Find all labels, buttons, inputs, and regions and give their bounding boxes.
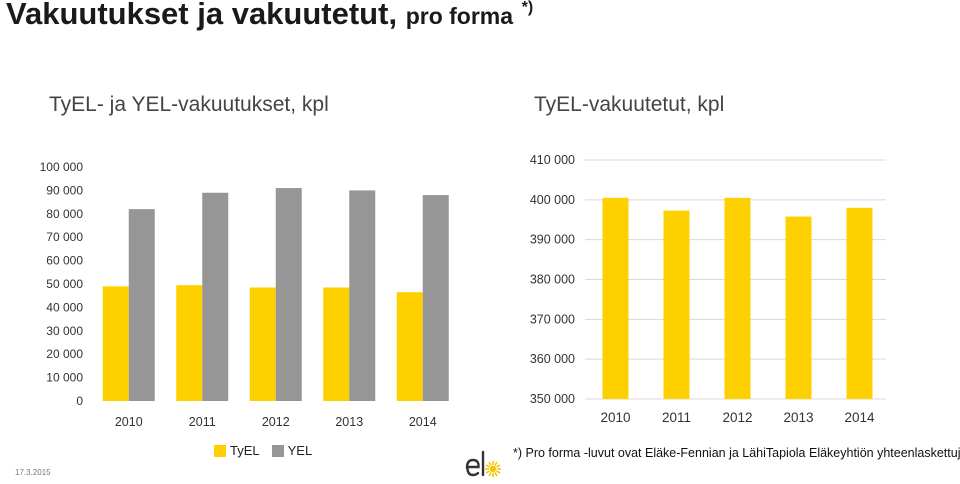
left-chart-legend: TyEL YEL (214, 443, 324, 458)
legend-item-yel: YEL (271, 443, 313, 458)
left-y-tick-label: 100 000 (40, 160, 84, 174)
left-bar-tyel-2011 (176, 285, 203, 401)
left-y-tick-label: 40 000 (46, 300, 83, 314)
right-bar-2011 (663, 210, 690, 399)
logo-sun-ray (485, 464, 490, 468)
left-chart-title: TyEL- ja YEL-vakuutukset, kpl (49, 93, 329, 116)
right-x-tick-label: 2014 (844, 410, 875, 425)
logo-sun-ray (485, 470, 490, 474)
left-bar-tyel-2010 (102, 286, 129, 401)
logo-sun-ray (494, 461, 498, 466)
right-y-tick-label: 360 000 (530, 352, 575, 366)
left-y-tick-label: 10 000 (46, 371, 83, 385)
page-title-main: Vakuutukset ja vakuutetut, (6, 0, 398, 31)
left-bar-yel-2014 (422, 195, 449, 401)
right-x-tick-label: 2013 (783, 410, 813, 425)
legend-label-yel: YEL (287, 443, 313, 458)
logo-sun-ray (488, 472, 492, 477)
left-y-tick-label: 90 000 (46, 183, 83, 197)
right-bar-2012 (724, 197, 751, 399)
right-bar-2014 (846, 207, 873, 399)
left-bar-yel-2012 (275, 188, 302, 401)
left-bar-yel-2011 (202, 192, 229, 401)
left-bar-tyel-2014 (396, 292, 423, 401)
left-bar-chart: 0 10 000 20 000 30 000 40 000 50 000 60 000 70 … (40, 160, 449, 429)
right-y-tick-label: 350 000 (530, 392, 575, 406)
date-label: 17.3.2015 (15, 468, 51, 477)
left-y-tick-label: 60 000 (46, 254, 83, 268)
right-y-tick-label: 370 000 (530, 312, 575, 326)
logo-sun-ray (494, 472, 498, 477)
legend-item-tyel: TyEL (214, 443, 260, 458)
left-bar-yel-2013 (349, 190, 376, 401)
left-x-tick-label: 2011 (189, 415, 216, 429)
left-bar-yel-2010 (128, 209, 155, 401)
right-x-tick-label: 2012 (722, 410, 752, 425)
legend-label-tyel: TyEL (230, 443, 260, 458)
logo-sun-ray (496, 464, 501, 468)
right-chart-title: TyEL-vakuutetut, kpl (534, 93, 725, 116)
right-y-tick-label: 390 000 (530, 233, 575, 247)
footnote: *) Pro forma -luvut ovat Eläke-Fennian j… (513, 446, 960, 460)
left-x-tick-label: 2013 (335, 415, 363, 429)
logo-sun-ray (488, 461, 492, 466)
left-y-tick-label: 50 000 (46, 277, 83, 291)
elo-logo: elo (465, 450, 502, 478)
left-y-tick-label: 30 000 (46, 324, 83, 338)
page-title-mark: *) (521, 0, 534, 16)
page-title-suffix: pro forma (405, 3, 514, 29)
left-bar-tyel-2012 (249, 287, 276, 401)
left-x-tick-label: 2014 (409, 415, 437, 429)
left-bar-tyel-2013 (323, 287, 350, 401)
page-title: Vakuutukset ja vakuutetut, pro forma *) (6, 0, 533, 32)
right-bar-2010 (602, 197, 629, 399)
right-y-tick-label: 410 000 (530, 153, 575, 167)
left-y-tick-label: 0 (76, 394, 83, 408)
left-y-tick-label: 80 000 (46, 207, 83, 221)
right-bar-2013 (785, 216, 812, 399)
left-x-tick-label: 2010 (115, 415, 143, 429)
left-x-tick-label: 2012 (262, 415, 290, 429)
legend-swatch-yel (271, 444, 284, 457)
left-y-tick-label: 20 000 (46, 347, 83, 361)
left-y-tick-label: 70 000 (46, 230, 83, 244)
legend-swatch-tyel (214, 444, 226, 457)
right-y-tick-label: 380 000 (530, 273, 575, 287)
right-bar-chart: 350 000 360 000 370 000 380 000 390 000 400 0… (530, 153, 886, 425)
right-y-tick-label: 400 000 (530, 193, 575, 207)
logo-sun-ray (496, 470, 501, 474)
right-x-tick-label: 2011 (662, 410, 691, 425)
right-x-tick-label: 2010 (600, 410, 630, 425)
